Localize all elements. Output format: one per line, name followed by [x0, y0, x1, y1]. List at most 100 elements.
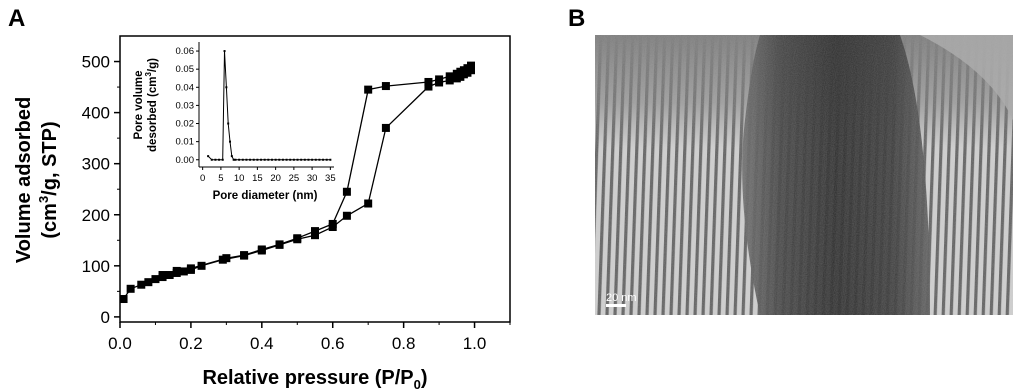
- main-data-point: [172, 266, 181, 275]
- inset-data-point: [252, 158, 255, 161]
- inset-data-point: [289, 158, 292, 161]
- inset-data-point: [241, 158, 244, 161]
- inset-data-point: [214, 158, 217, 161]
- main-plot-frame: [119, 35, 511, 323]
- micrograph-grain: [595, 35, 1013, 315]
- inset-data-point: [230, 155, 233, 158]
- inset-background: [199, 42, 334, 167]
- inset-x-axis-title: Pore diameter (nm): [213, 190, 318, 202]
- inset-data-point: [274, 158, 277, 161]
- main-data-point: [328, 219, 337, 228]
- main-data-point: [179, 267, 188, 276]
- inset-series-group: [207, 50, 332, 161]
- main-data-point: [364, 199, 373, 208]
- main-data-point: [424, 77, 433, 86]
- main-data-point: [311, 227, 319, 236]
- inset-y-axis-title-line1: Pore volume: [133, 70, 145, 139]
- inset-x-tick-label: 35: [325, 173, 336, 184]
- main-data-point: [381, 82, 390, 91]
- main-data-point: [424, 82, 433, 91]
- inset-data-point: [234, 158, 237, 161]
- main-x-tick-label: 0.6: [321, 334, 345, 353]
- inset-x-tick-label: 25: [289, 173, 300, 184]
- main-y-axis-title: Volume adsorbed (cm3/g, STP): [13, 97, 61, 263]
- main-x-tick-label: 0.4: [250, 334, 274, 353]
- inset-data-point: [245, 158, 248, 161]
- main-data-point: [311, 231, 319, 240]
- main-series-group: [119, 61, 475, 304]
- main-x-tick-label: 0.8: [392, 334, 416, 353]
- main-data-point: [364, 85, 373, 94]
- inset-y-tick-label: 0.01: [176, 137, 195, 148]
- main-y-tick-label: 400: [82, 104, 110, 123]
- main-x-tick-label: 0.0: [108, 334, 132, 353]
- inset-data-point: [303, 158, 306, 161]
- inset-data-point: [307, 158, 310, 161]
- inset-x-axis: 0 5 10 15 20 25 30 35: [200, 167, 336, 184]
- inset-data-point: [285, 158, 288, 161]
- main-data-point: [381, 123, 390, 132]
- inset-data-point: [270, 158, 273, 161]
- panel-a-label: A: [8, 5, 25, 32]
- main-y-tick-label: 200: [82, 206, 110, 225]
- inset-data-point: [221, 158, 224, 161]
- inset-y-axis-title-line2: desorbed (cm3/g): [144, 58, 159, 152]
- inset-data-point: [249, 158, 252, 161]
- main-data-point: [342, 211, 351, 220]
- inset-data-point: [207, 155, 210, 158]
- inset-data-point: [296, 158, 299, 161]
- inset-data-point: [278, 158, 281, 161]
- inset-data-point: [292, 158, 295, 161]
- main-data-point: [240, 251, 249, 260]
- inset-y-axis-title: Pore volume desorbed (cm3/g): [133, 58, 159, 152]
- main-x-axis: 0.0 0.2 0.4 0.6 0.8 1.0: [108, 322, 511, 353]
- main-y-tick-label: 300: [82, 155, 110, 174]
- inset-x-tick-label: 30: [307, 173, 318, 184]
- inset-y-tick-label: 0.00: [176, 155, 195, 166]
- inset-x-tick-label: 20: [270, 173, 281, 184]
- inset-data-point: [229, 140, 232, 143]
- inset-data-point: [225, 86, 228, 89]
- inset-data-point: [227, 122, 230, 125]
- main-data-point: [222, 254, 231, 263]
- main-y-tick-label: 0: [101, 308, 110, 327]
- scale-bar: [606, 304, 626, 307]
- panel-b-label: B: [568, 5, 585, 32]
- inset-data-point: [329, 158, 332, 161]
- main-data-point: [144, 278, 153, 287]
- main-data-point: [445, 72, 454, 81]
- inset-data-point: [267, 158, 270, 161]
- inset-data-point: [260, 158, 263, 161]
- inset-x-tick-label: 10: [234, 173, 245, 184]
- inset-y-tick-label: 0.04: [176, 82, 195, 93]
- main-data-point: [342, 187, 351, 196]
- inset-data-point: [218, 158, 221, 161]
- main-data-point: [137, 280, 146, 289]
- main-y-tick-label: 100: [82, 257, 110, 276]
- inset-data-point: [318, 158, 321, 161]
- inset-y-tick-label: 0.03: [176, 100, 195, 111]
- main-data-point: [445, 76, 454, 85]
- main-data-point: [275, 240, 284, 249]
- main-y-axis: 0 100 200 300 400 500: [82, 53, 120, 327]
- inset-y-tick-label: 0.06: [176, 46, 195, 57]
- inset-y-tick-label: 0.02: [176, 119, 195, 130]
- main-y-axis-title-line2: (cm3/g, STP): [36, 121, 61, 238]
- inset-x-tick-label: 15: [252, 173, 263, 184]
- inset-data-point: [210, 158, 213, 161]
- main-y-tick-label: 500: [82, 53, 110, 72]
- main-data-point: [257, 245, 266, 254]
- inset-data-point: [238, 158, 241, 161]
- main-data-point: [186, 264, 195, 273]
- main-x-axis-title: Relative pressure (P/P0): [202, 367, 427, 389]
- main-data-point: [151, 275, 160, 284]
- main-data-point: [119, 295, 128, 304]
- inset-data-point: [281, 158, 284, 161]
- inset-data-point: [300, 158, 303, 161]
- inset-data-point: [322, 158, 325, 161]
- main-data-point: [158, 271, 167, 280]
- inset-data-point: [232, 158, 235, 161]
- inset-x-tick-label: 5: [218, 173, 223, 184]
